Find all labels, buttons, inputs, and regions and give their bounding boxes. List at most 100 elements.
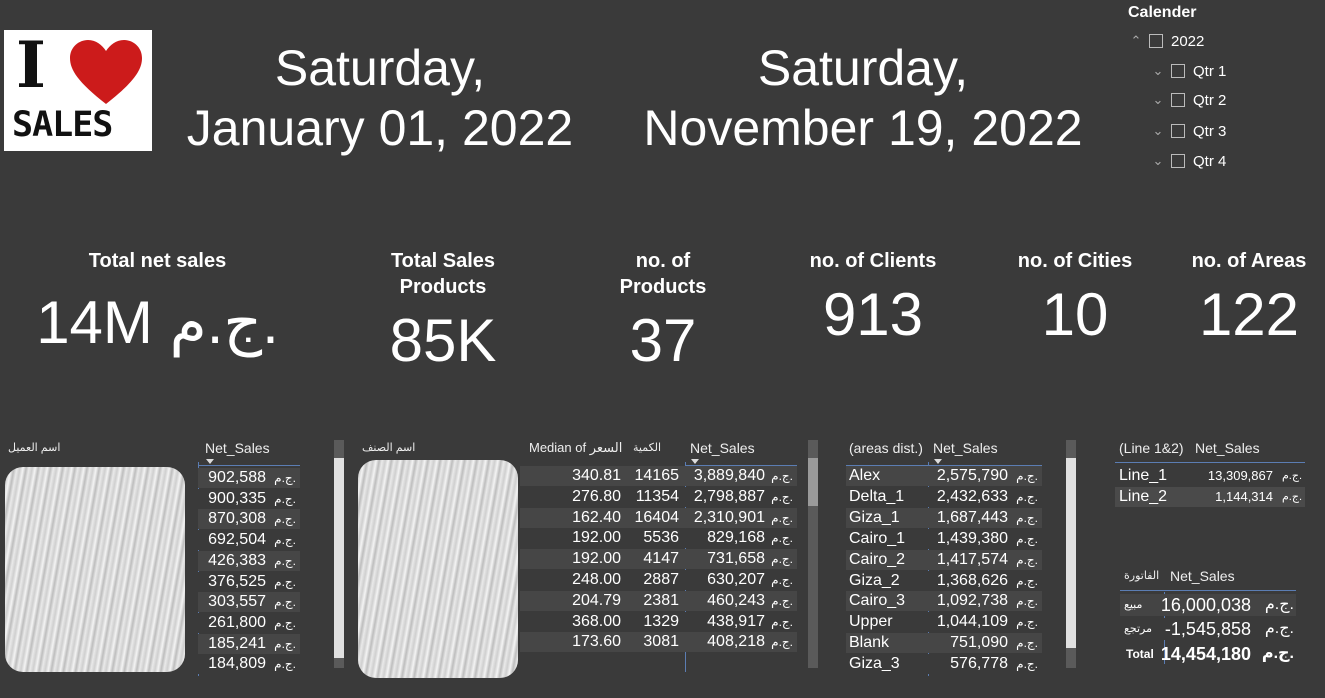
table-row[interactable]: 426,383 ج.م. [198, 550, 300, 571]
table-row[interactable]: 204.79 2381 460,243 ج.م. [520, 590, 797, 611]
clients-name-header[interactable]: اسم العميل [8, 442, 61, 454]
checkbox[interactable] [1171, 154, 1185, 168]
table-row[interactable]: 376,525 ج.م. [198, 571, 300, 592]
kpi-value: 14M ج.م. [36, 289, 279, 356]
table-row[interactable]: Alex 2,575,790 ج.م. [846, 466, 1042, 486]
invoice-sales-header[interactable]: Net_Sales [1170, 568, 1235, 584]
slicer-item-qtr2[interactable]: ⌄ Qtr 2 [1150, 89, 1227, 111]
cell-quantity: 14165 [634, 467, 680, 484]
table-row[interactable]: Giza_3 576,778 ج.م. [846, 654, 1042, 675]
table-row[interactable]: 368.00 1329 438,917 ج.م. [520, 611, 797, 632]
table-row[interactable]: 192.00 5536 829,168 ج.م. [520, 528, 797, 549]
checkbox[interactable] [1171, 64, 1185, 78]
chevron-down-icon[interactable]: ⌄ [1152, 92, 1164, 107]
cell-median-price: 340.81 [572, 467, 621, 484]
checkbox[interactable] [1149, 34, 1163, 48]
table-row[interactable]: مبيع 16,000,038 ج.م. [1120, 594, 1296, 616]
table-row[interactable]: Cairo_2 1,417,574 ج.م. [846, 549, 1042, 570]
table-row[interactable]: 870,308 ج.م. [198, 509, 300, 530]
table-row[interactable]: 692,504 ج.م. [198, 530, 300, 551]
table-row[interactable]: 248.00 2887 630,207 ج.م. [520, 570, 797, 590]
table-row[interactable]: Line_1 13,309,867 ج.م. [1115, 466, 1305, 486]
products-qty-header[interactable]: الكمية [633, 442, 662, 454]
table-row[interactable]: Giza_1 1,687,443 ج.م. [846, 507, 1042, 528]
cell-invoice-type: مرتجع [1124, 623, 1152, 635]
chevron-down-icon[interactable]: ⌄ [1152, 153, 1164, 168]
cell-line-name: Line_1 [1119, 467, 1168, 484]
checkbox[interactable] [1171, 124, 1185, 138]
cell-net-sales: 426,383 [208, 551, 266, 569]
cell-area-name: Upper [849, 613, 893, 631]
products-median-header[interactable]: Median of السعر [529, 440, 623, 455]
lines-sales-header[interactable]: Net_Sales [1195, 440, 1260, 456]
chevron-down-icon[interactable]: ⌄ [1152, 63, 1164, 78]
currency-label: ج.م. [1016, 510, 1038, 525]
table-row[interactable]: 900,335 ج.م. [198, 488, 300, 509]
currency-label: ج.م. [771, 489, 793, 504]
currency-label: ج.م. [1016, 594, 1038, 609]
areas-name-header[interactable]: (areas dist.) [849, 440, 923, 456]
cell-net-sales: 731,658 [707, 550, 765, 568]
table-row[interactable]: 185,241 ج.م. [198, 633, 300, 654]
cell-median-price: 192.00 [572, 529, 621, 547]
clients-scroll-thumb[interactable] [334, 458, 344, 658]
table-row[interactable]: Upper 1,044,109 ج.م. [846, 612, 1042, 633]
currency-label: ج.م. [1261, 645, 1294, 662]
currency-label: ج.م. [274, 615, 296, 630]
table-row[interactable]: Giza_2 1,368,626 ج.م. [846, 570, 1042, 591]
table-row[interactable]: 276.80 11354 2,798,887 ج.م. [520, 486, 797, 507]
kpi-label: no. of Products [619, 250, 707, 298]
table-row[interactable]: مرتجع -1,545,858 ج.م. [1120, 618, 1296, 640]
slicer-item-qtr3[interactable]: ⌄ Qtr 3 [1150, 120, 1227, 142]
table-row[interactable]: 184,809 ج.م. [198, 654, 300, 675]
cell-quantity: 1329 [643, 612, 679, 630]
cell-net-sales: 438,917 [707, 612, 765, 630]
checkbox[interactable] [1171, 93, 1185, 107]
cell-area-name: Delta_1 [849, 487, 905, 505]
cell-area-name: Cairo_1 [849, 529, 906, 547]
currency-label: ج.م. [1264, 620, 1294, 637]
kpi-value: 85K [389, 307, 497, 374]
table-row[interactable]: 340.81 14165 3,889,840 ج.م. [520, 466, 797, 486]
table-row[interactable]: Cairo_1 1,439,380 ج.م. [846, 528, 1042, 549]
table-row[interactable]: 173.60 3081 408,218 ج.م. [520, 632, 797, 653]
products-scrollbar[interactable] [808, 440, 818, 668]
areas-scroll-thumb[interactable] [1066, 458, 1076, 648]
sort-desc-icon[interactable] [206, 459, 214, 464]
table-row[interactable]: 902,588 ج.م. [198, 468, 300, 488]
table-row[interactable]: 162.40 16404 2,310,901 ج.م. [520, 507, 797, 528]
currency-label: ج.م. [771, 614, 793, 629]
cell-net-sales: 1,144,314 [1215, 489, 1273, 504]
blurred-product-names [358, 460, 518, 678]
invoice-name-header[interactable]: الفاتورة [1124, 570, 1160, 582]
cell-median-price: 192.00 [572, 550, 621, 568]
currency-label: ج.م. [1264, 596, 1294, 613]
table-row[interactable]: Line_2 1,144,314 ج.م. [1115, 487, 1305, 507]
clients-sales-header[interactable]: Net_Sales [205, 440, 270, 456]
table-row[interactable]: Cairo_3 1,092,738 ج.م. [846, 591, 1042, 612]
currency-label: ج.م. [274, 491, 296, 506]
kpi-value: 37 [629, 307, 697, 374]
cell-quantity: 2887 [643, 571, 679, 588]
chevron-up-icon[interactable]: ⌃ [1130, 33, 1142, 48]
table-row[interactable]: Blank 751,090 ج.م. [846, 633, 1042, 654]
sort-desc-icon[interactable] [934, 459, 942, 464]
table-row[interactable]: 303,557 ج.م. [198, 592, 300, 613]
cell-net-sales: 1,092,738 [936, 592, 1008, 610]
chevron-down-icon[interactable]: ⌄ [1152, 123, 1164, 138]
areas-sales-header[interactable]: Net_Sales [933, 440, 998, 456]
products-sales-header[interactable]: Net_Sales [690, 440, 755, 456]
currency-label: ج.م. [771, 573, 793, 587]
products-name-header[interactable]: اسم الصنف [362, 442, 416, 454]
sort-desc-icon[interactable] [691, 459, 699, 464]
table-row[interactable]: 192.00 4147 731,658 ج.م. [520, 549, 797, 570]
cell-area-name: Giza_2 [849, 571, 900, 589]
slicer-item-qtr4[interactable]: ⌄ Qtr 4 [1150, 150, 1227, 172]
slicer-item-qtr1[interactable]: ⌄ Qtr 1 [1150, 60, 1227, 82]
table-row[interactable]: 261,800 ج.م. [198, 612, 300, 633]
lines-name-header[interactable]: (Line 1&2) [1119, 440, 1184, 456]
table-row[interactable]: Delta_1 2,432,633 ج.م. [846, 486, 1042, 507]
currency-label: ج.م. [274, 512, 296, 527]
products-scroll-thumb[interactable] [808, 458, 818, 506]
slicer-item-2022[interactable]: ⌃ 2022 [1128, 30, 1205, 52]
